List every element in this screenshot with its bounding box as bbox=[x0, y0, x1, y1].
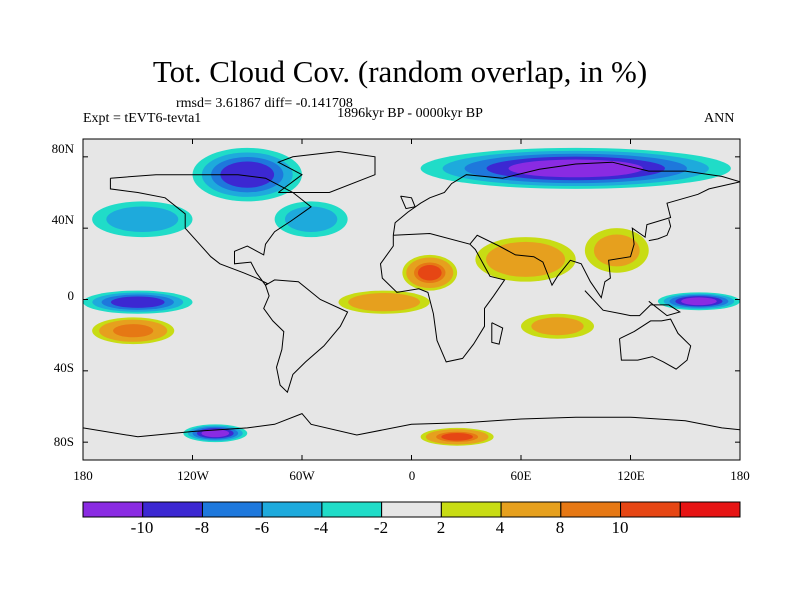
colorbar-swatch bbox=[500, 501, 562, 518]
colorbar-label: -8 bbox=[194, 518, 210, 537]
colorbar-swatch bbox=[142, 501, 203, 518]
anomaly-region-north-pacific bbox=[106, 206, 179, 233]
coastline-segment bbox=[469, 181, 740, 299]
coastline-segment bbox=[392, 161, 740, 236]
anomaly-region-southern-ocean-east bbox=[441, 432, 473, 441]
anomaly-fill-layer bbox=[83, 147, 740, 446]
anomaly-region-siberia-arctic bbox=[508, 159, 643, 178]
colorbar-label: -4 bbox=[313, 518, 329, 537]
x-tick-label: 0 bbox=[408, 468, 416, 483]
anomaly-region-middle-east-india bbox=[486, 241, 566, 277]
anomaly-region-sahara bbox=[417, 265, 442, 281]
colorbar-swatch bbox=[261, 501, 323, 518]
x-tick-label: 60W bbox=[289, 468, 315, 483]
y-tick-label: 0 bbox=[67, 288, 75, 303]
coastline-segment bbox=[83, 413, 740, 438]
colorbar-label: 2 bbox=[436, 518, 446, 537]
colorbar-swatch bbox=[620, 501, 681, 518]
colorbar-swatch bbox=[201, 501, 263, 518]
coastline-segment bbox=[584, 290, 682, 317]
anomaly-region-tropical-west-pacific bbox=[681, 297, 717, 306]
y-tick-label: 80S bbox=[53, 434, 74, 449]
colorbar-swatch bbox=[440, 501, 502, 518]
coastline-segment bbox=[109, 174, 312, 286]
axis-ticks bbox=[82, 139, 741, 460]
colorbar-label: -6 bbox=[254, 518, 270, 537]
colorbar-swatch bbox=[560, 501, 622, 518]
coastline-segment bbox=[263, 279, 349, 394]
rmsd-diff-stats: rmsd= 3.61867 diff= -0.141708 bbox=[176, 96, 353, 111]
anomaly-region-tropical-atlantic bbox=[348, 293, 421, 312]
anomaly-region-southern-ocean-west bbox=[201, 429, 230, 438]
anomaly-region-south-pacific bbox=[113, 324, 154, 338]
experiment-label: Expt = tEVT6-tevta1 bbox=[83, 111, 202, 126]
colorbar-swatch bbox=[381, 501, 442, 518]
coastline-segment bbox=[400, 195, 416, 210]
colorbar-swatch bbox=[679, 501, 741, 518]
colorbar-label: 10 bbox=[611, 518, 629, 537]
plot-title: Tot. Cloud Cov. (random overlap, in %) bbox=[152, 54, 648, 89]
y-tick-label: 80N bbox=[51, 141, 74, 156]
colorbar-swatch bbox=[321, 501, 383, 518]
colorbar bbox=[82, 501, 741, 518]
anomaly-region-north-atlantic bbox=[284, 206, 338, 233]
colorbar-label: 4 bbox=[495, 518, 505, 537]
colorbar-label: -10 bbox=[130, 518, 154, 537]
coastline-segment bbox=[379, 232, 506, 363]
x-tick-label: 120E bbox=[617, 468, 645, 483]
coastline-segment bbox=[277, 150, 376, 193]
x-tick-label: 180 bbox=[730, 468, 750, 483]
coastlines bbox=[83, 150, 740, 438]
anomaly-region-north-america-arctic bbox=[220, 161, 275, 188]
x-tick-label: 120W bbox=[177, 468, 209, 483]
coastline-segment bbox=[648, 219, 672, 242]
y-tick-label: 40N bbox=[51, 212, 74, 227]
coastline-segment bbox=[619, 318, 692, 370]
y-tick-label: 40S bbox=[53, 360, 74, 375]
anomaly-region-indian-ocean bbox=[531, 317, 584, 336]
colorbar-label: 8 bbox=[555, 518, 565, 537]
coastline-segment bbox=[491, 322, 504, 345]
x-tick-label: 60E bbox=[510, 468, 532, 483]
x-tick-label: 180 bbox=[73, 468, 93, 483]
time-period: 1896kyr BP - 0000kyr BP bbox=[337, 106, 483, 121]
anomaly-region-tropical-east-pacific bbox=[110, 296, 165, 308]
colorbar-swatch bbox=[82, 501, 144, 518]
anomaly-region-china bbox=[593, 234, 640, 267]
colorbar-label: -2 bbox=[373, 518, 389, 537]
season-label: ANN bbox=[704, 111, 735, 126]
